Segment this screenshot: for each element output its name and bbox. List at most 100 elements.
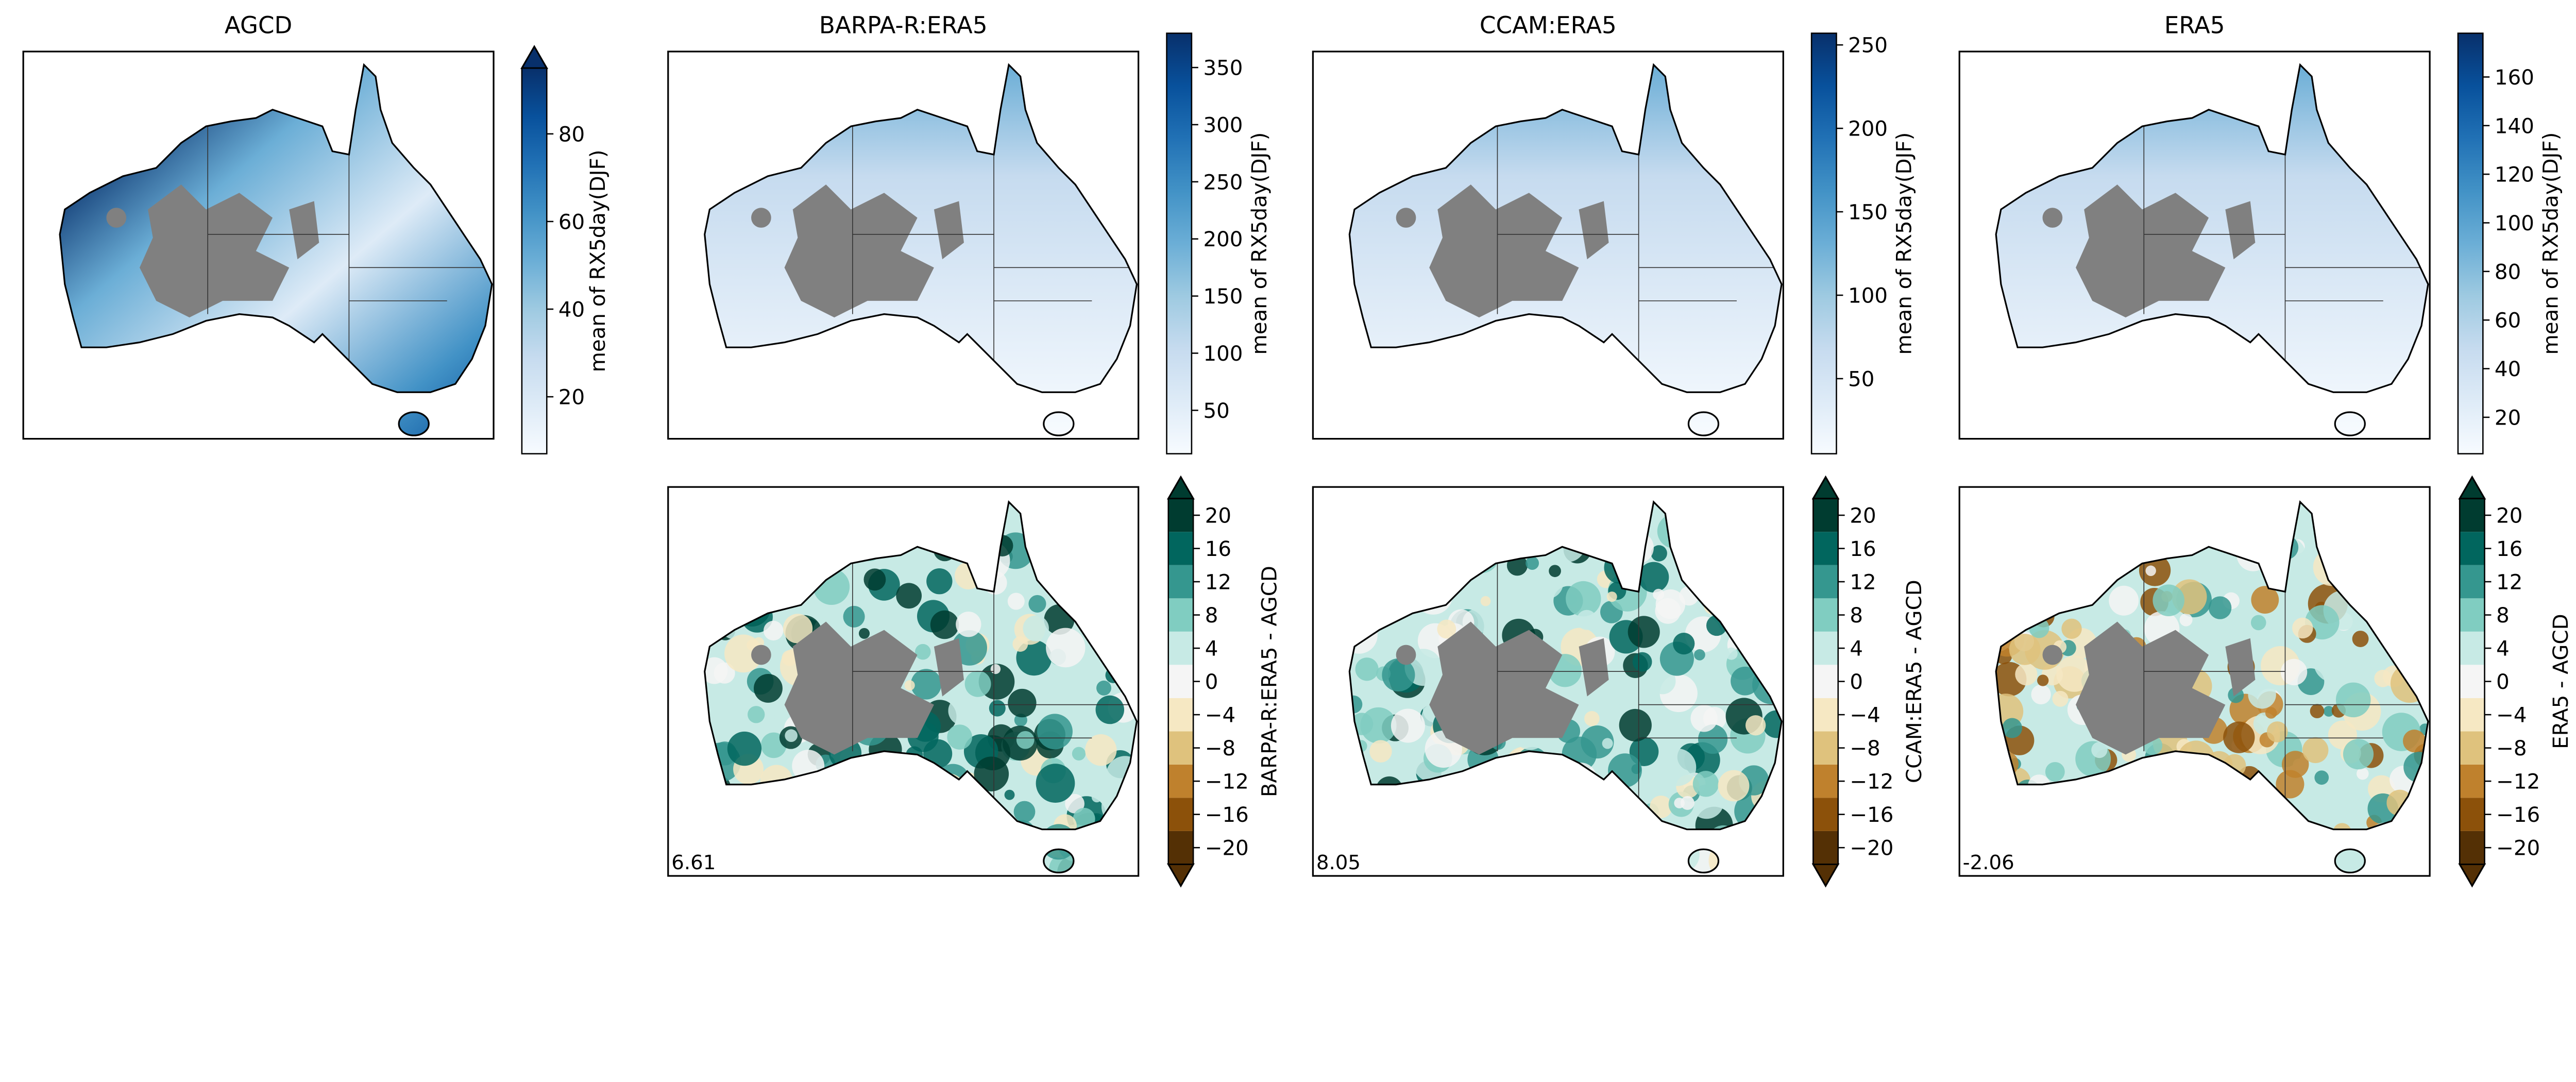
colorbar-tick-label: −12 <box>1205 770 1249 794</box>
field-cell <box>910 669 942 700</box>
field-cell <box>2323 705 2334 717</box>
field-cell <box>2335 682 2371 718</box>
field-cell <box>1096 680 1111 696</box>
colorbar-band <box>1168 731 1194 765</box>
field-cell <box>2299 784 2331 816</box>
colorbar-band <box>2460 665 2485 698</box>
field-cell <box>1725 647 1738 660</box>
mean-bias-value: 8.05 <box>1316 851 1361 874</box>
colorbar-band <box>2460 831 2485 865</box>
field-cell <box>948 696 977 725</box>
colorbar-tick-label: −16 <box>1850 803 1893 827</box>
field-cell <box>785 729 798 742</box>
field-cell <box>1004 789 1015 800</box>
colorbar-tick-label: −16 <box>2496 803 2540 827</box>
field-cell <box>2250 615 2266 631</box>
colorbar-tick-label: −4 <box>1205 703 1235 728</box>
field-cell <box>1028 595 1046 613</box>
colorbar: 20 40 60 80 100 120 140 160 mean of RX5day(DJF) <box>2457 32 2563 454</box>
colorbar-tick-label: 20 <box>1850 504 1876 528</box>
field-cell <box>2037 674 2049 686</box>
colorbar-band <box>1813 831 1838 865</box>
colorbar-band <box>1813 798 1838 831</box>
field-cell <box>926 568 953 595</box>
field-cell <box>2374 669 2392 687</box>
australia-map <box>704 64 1138 436</box>
field-cell <box>2179 613 2193 627</box>
map-panel-4: ERA5 20 40 60 80 100 120 140 160 mean of RX5day(D… <box>1958 12 2563 454</box>
colorbar-band <box>1813 631 1838 665</box>
field-cell <box>2031 684 2051 705</box>
colorbar-tick-label: 200 <box>1203 227 1243 251</box>
field-cell <box>1731 666 1759 696</box>
colorbar-tick-label: 16 <box>1205 537 1231 561</box>
colorbar-tick-label: −12 <box>1850 770 1893 794</box>
field-cell <box>2045 762 2065 782</box>
field-cell <box>1602 738 1613 749</box>
colorbar-extend-arrow <box>520 45 549 69</box>
colorbar-band <box>1813 565 1838 599</box>
colorbar-tick-label: 4 <box>2496 637 2510 661</box>
colorbar-tick-label: 12 <box>2496 570 2522 595</box>
colorbar-tick-label: −4 <box>1850 703 1880 728</box>
australia-map <box>59 64 493 436</box>
map-panel-5: 6.61 −20 −16 −12 −8 −4 0 4 8 12 16 20 BARPA-R:ERA5 -… <box>667 475 1281 888</box>
field-cell <box>727 731 762 766</box>
colorbar-tick-label: 20 <box>2495 405 2521 430</box>
colorbar-band <box>1813 532 1838 565</box>
colorbar-band <box>1168 631 1194 665</box>
state-borders <box>2143 558 2428 805</box>
field-cell <box>1762 710 1782 738</box>
field-cell <box>2091 741 2108 758</box>
colorbar-tick-label: 200 <box>1848 117 1888 141</box>
mean-bias-value: -2.06 <box>1963 851 2014 874</box>
colorbar-tick-label: 0 <box>1850 670 1863 694</box>
state-borders <box>1497 121 1782 367</box>
field-cell <box>2352 631 2369 647</box>
colorbar-tick-label: 250 <box>1203 170 1243 194</box>
colorbar-band <box>2460 798 2485 831</box>
field-cell <box>2208 596 2232 619</box>
colorbar: −20 −16 −12 −8 −4 0 4 8 12 16 20 CCAM:ERA5 - AGCD <box>1811 475 1926 888</box>
field-cell <box>1016 731 1035 749</box>
colorbar-tick-label: 20 <box>558 385 585 410</box>
colorbar-gradient <box>1810 32 1837 454</box>
field-cell <box>2002 718 2023 738</box>
colorbar-band <box>1813 665 1838 698</box>
field-cell <box>2248 681 2276 709</box>
field-cell <box>2302 737 2329 764</box>
colorbar-tick-label: −16 <box>1205 803 1249 827</box>
colorbar-tick-label: 80 <box>2495 260 2521 284</box>
field-cell <box>2266 721 2288 742</box>
field-cell <box>1023 615 1049 641</box>
colorbar-band <box>1168 798 1194 831</box>
colorbar-tick-label: 4 <box>1850 637 1863 661</box>
colorbar-label: mean of RX5day(DJF) <box>1247 132 1272 355</box>
field-cell <box>1690 705 1718 732</box>
colorbar-band <box>1813 598 1838 632</box>
field-cell <box>1072 747 1086 760</box>
colorbar-band <box>2460 598 2485 632</box>
colorbar-band <box>2460 498 2485 532</box>
colorbar-tick-label: 8 <box>1850 603 1863 628</box>
field-cell <box>863 568 886 591</box>
field-cell <box>2145 565 2156 576</box>
colorbar-tick-label: 16 <box>1850 537 1876 561</box>
state-borders <box>207 121 492 367</box>
field-cell <box>1036 764 1075 803</box>
colorbar-tick-label: −8 <box>1850 736 1880 760</box>
colorbar-extend-arrow <box>1811 863 1840 888</box>
colorbar-tick-label: −12 <box>2496 770 2540 794</box>
colorbar-tick-label: 0 <box>1205 670 1218 694</box>
colorbar-label: BARPA-R:ERA5 - AGCD <box>1257 566 1281 797</box>
field-cell <box>1369 740 1392 763</box>
field-cell <box>2109 585 2139 616</box>
field-cell <box>1526 556 1539 570</box>
field-cell <box>1577 610 1597 630</box>
field-cell <box>2015 663 2038 686</box>
mean-bias-value: 6.61 <box>671 851 716 874</box>
field-cell <box>2209 657 2221 668</box>
colorbar-tick-label: 80 <box>558 122 585 146</box>
colorbar-band <box>1168 498 1194 532</box>
field-cell <box>2313 643 2353 683</box>
